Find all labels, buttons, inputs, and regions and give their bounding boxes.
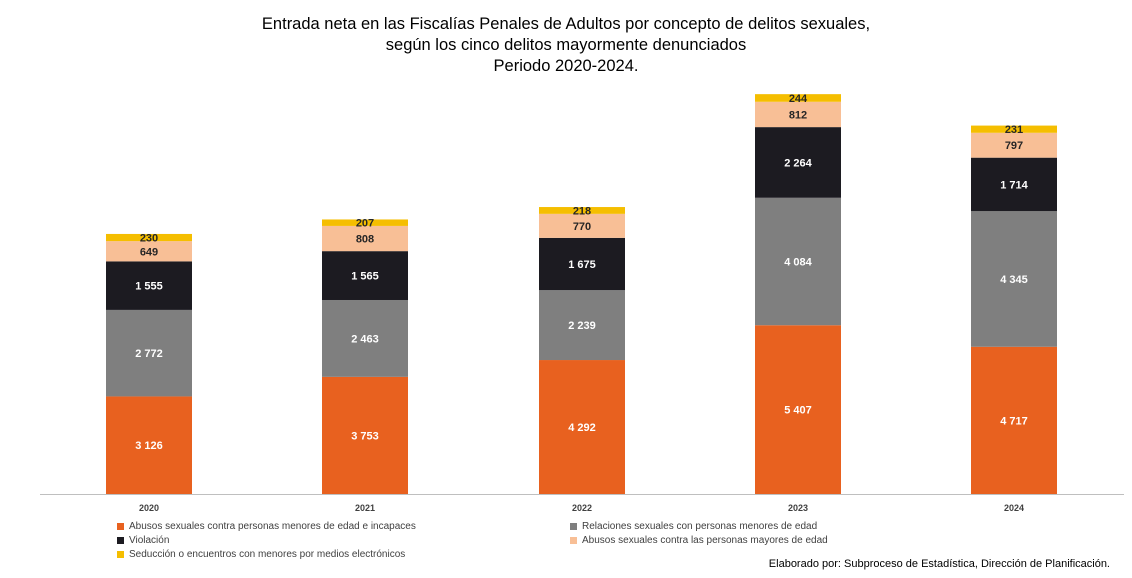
data-label-2020-series-1: 3 126 bbox=[135, 440, 163, 452]
chart-title-line-2: según los cinco delitos mayormente denun… bbox=[385, 36, 747, 54]
x-tick-label-2022: 2022 bbox=[572, 503, 592, 513]
data-label-2022-series-5: 218 bbox=[573, 205, 591, 217]
data-label-2022-series-1: 4 292 bbox=[568, 422, 596, 434]
source-credit: Elaborado por: Subproceso de Estadística… bbox=[768, 558, 1110, 570]
data-label-2020-series-5: 230 bbox=[140, 233, 158, 245]
data-label-2021-series-4: 808 bbox=[356, 234, 374, 246]
bar-segment-2024-series-1 bbox=[971, 346, 1057, 494]
data-label-2023-series-3: 2 264 bbox=[784, 157, 812, 169]
bar-segment-2022-series-4 bbox=[539, 213, 625, 238]
data-label-2020-series-2: 2 772 bbox=[135, 348, 163, 360]
data-label-2023-series-4: 812 bbox=[789, 109, 807, 121]
bar-segment-2020-series-4 bbox=[106, 241, 192, 262]
data-label-2020-series-4: 649 bbox=[140, 246, 158, 258]
bar-segment-2021-series-4 bbox=[322, 225, 408, 252]
bar-segment-2022-series-3 bbox=[539, 237, 625, 291]
bar-segment-2023-series-1 bbox=[755, 325, 841, 494]
x-tick-label-2023: 2023 bbox=[788, 503, 808, 513]
bar-segment-2021-series-1 bbox=[322, 376, 408, 494]
data-label-2023-series-2: 4 084 bbox=[784, 257, 812, 269]
data-label-2024-series-3: 1 714 bbox=[1000, 179, 1028, 191]
data-label-2021-series-2: 2 463 bbox=[351, 333, 379, 345]
data-label-2023-series-5: 244 bbox=[789, 93, 808, 105]
bar-segment-2023-series-4 bbox=[755, 101, 841, 128]
data-label-2024-series-4: 797 bbox=[1005, 140, 1023, 152]
data-label-2022-series-4: 770 bbox=[573, 221, 591, 233]
chart-title-line-1: Entrada neta en las Fiscalías Penales de… bbox=[261, 15, 871, 33]
x-tick-label-2021: 2021 bbox=[355, 503, 375, 513]
bar-segment-2020-series-5 bbox=[106, 233, 192, 242]
data-label-2021-series-1: 3 753 bbox=[351, 430, 379, 442]
bar-segment-2024-series-2 bbox=[971, 211, 1057, 347]
data-label-2024-series-2: 4 345 bbox=[1000, 274, 1028, 286]
bar-segment-2021-series-3 bbox=[322, 251, 408, 300]
bar-segment-2022-series-5 bbox=[539, 207, 625, 214]
data-label-2024-series-5: 231 bbox=[1005, 124, 1023, 136]
bar-segment-2020-series-1 bbox=[106, 396, 192, 494]
bar-segment-2020-series-3 bbox=[106, 261, 192, 310]
bar-segment-2023-series-5 bbox=[755, 94, 841, 102]
x-tick-label-2024: 2024 bbox=[1004, 503, 1024, 513]
data-label-2021-series-5: 207 bbox=[356, 218, 374, 230]
bar-segment-2024-series-5 bbox=[971, 125, 1057, 133]
bar-segment-2021-series-5 bbox=[322, 219, 408, 226]
bar-segment-2022-series-1 bbox=[539, 360, 625, 494]
data-label-2022-series-3: 1 675 bbox=[568, 259, 596, 271]
chart-title: Entrada neta en las Fiscalías Penales de… bbox=[0, 14, 1132, 77]
bar-segment-2021-series-2 bbox=[322, 299, 408, 377]
data-label-2020-series-3: 1 555 bbox=[135, 281, 163, 293]
bar-segment-2023-series-3 bbox=[755, 127, 841, 198]
data-label-2024-series-1: 4 717 bbox=[1000, 415, 1028, 427]
chart-title-line-3: Periodo 2020-2024. bbox=[493, 57, 639, 75]
data-label-2021-series-3: 1 565 bbox=[351, 271, 379, 283]
data-label-2023-series-1: 5 407 bbox=[784, 405, 812, 417]
x-tick-label-2020: 2020 bbox=[139, 503, 159, 513]
data-label-2022-series-2: 2 239 bbox=[568, 320, 596, 332]
bar-segment-2022-series-2 bbox=[539, 290, 625, 361]
bar-segment-2024-series-3 bbox=[971, 157, 1057, 212]
bar-segment-2023-series-2 bbox=[755, 197, 841, 326]
bar-segment-2024-series-4 bbox=[971, 132, 1057, 158]
bar-segment-2020-series-2 bbox=[106, 309, 192, 397]
